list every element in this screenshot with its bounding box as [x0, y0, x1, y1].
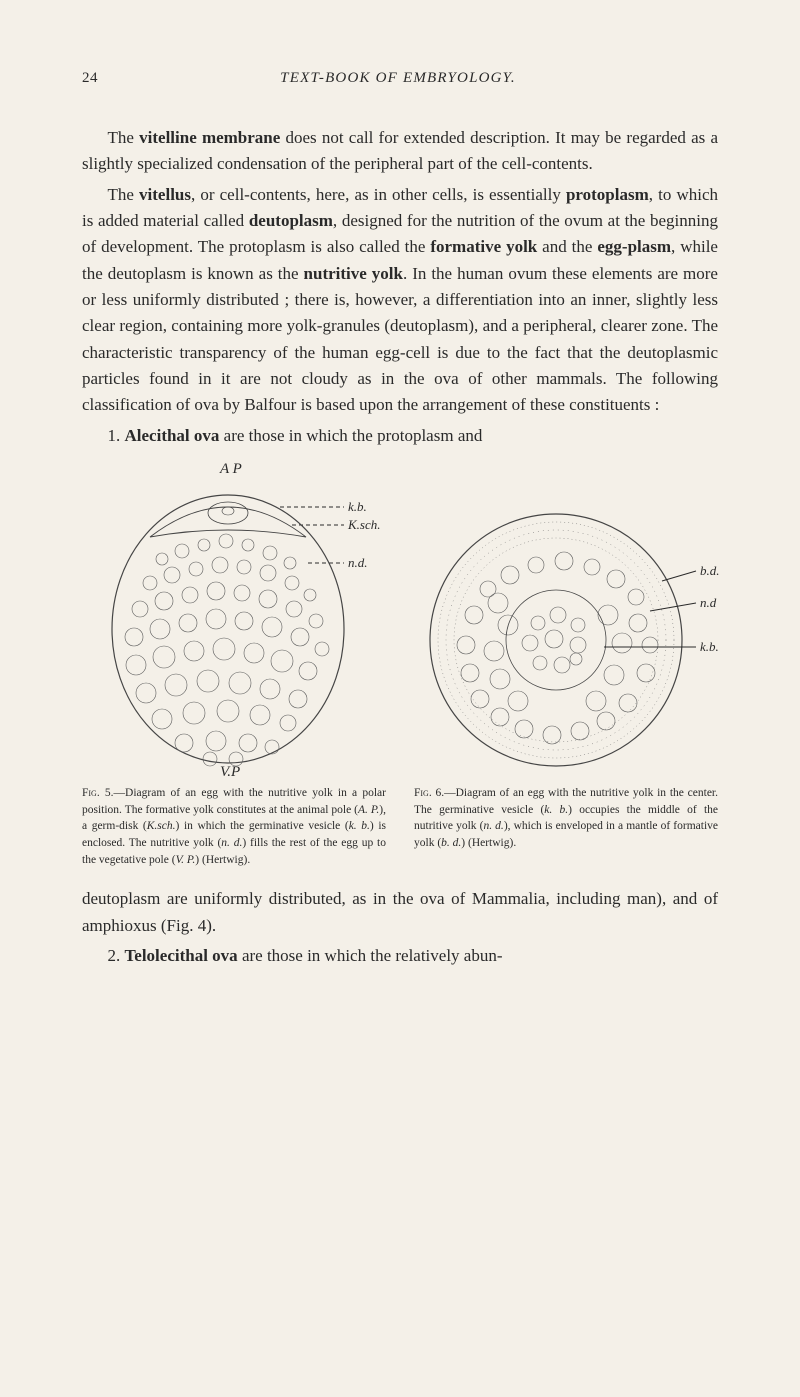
- page-number: 24: [82, 70, 98, 87]
- figures-row: A P k.b. K.sch. n.d.: [82, 459, 718, 779]
- fig6-label-nd: n.d: [700, 595, 717, 610]
- fig5-label-ksch: K.sch.: [347, 517, 381, 532]
- paragraph-2: The vitellus, or cell-contents, here, as…: [82, 182, 718, 419]
- paragraph-5: 2. Telolecithal ova are those in which t…: [82, 943, 718, 969]
- caption-fig5: Fig. 5.—Diagram of an egg with the nutri…: [82, 785, 386, 868]
- fig5-label-nd: n.d.: [348, 555, 368, 570]
- fig5-granules: [125, 534, 329, 766]
- figure-5: A P k.b. K.sch. n.d.: [82, 459, 382, 779]
- captions-row: Fig. 5.—Diagram of an egg with the nutri…: [82, 785, 718, 868]
- fig5-label-kb: k.b.: [348, 499, 367, 514]
- running-title: TEXT-BOOK OF EMBRYOLOGY.: [280, 70, 516, 87]
- paragraph-1: The vitelline membrane does not call for…: [82, 125, 718, 178]
- fig5-label-ap: A P: [219, 461, 242, 477]
- fig5-label-vp: V.P: [220, 764, 240, 779]
- fig6-mid-granules: [457, 552, 658, 744]
- paragraph-4: deutoplasm are uniformly distributed, as…: [82, 886, 718, 939]
- caption-fig6: Fig. 6.—Diagram of an egg with the nutri…: [414, 785, 718, 868]
- fig6-label-kb: k.b.: [700, 639, 719, 654]
- fig6-label-bd: b.d.: [700, 563, 720, 578]
- paragraph-3: 1. Alecithal ova are those in which the …: [82, 423, 718, 449]
- figure-6: b.d. n.d k.b.: [418, 505, 718, 775]
